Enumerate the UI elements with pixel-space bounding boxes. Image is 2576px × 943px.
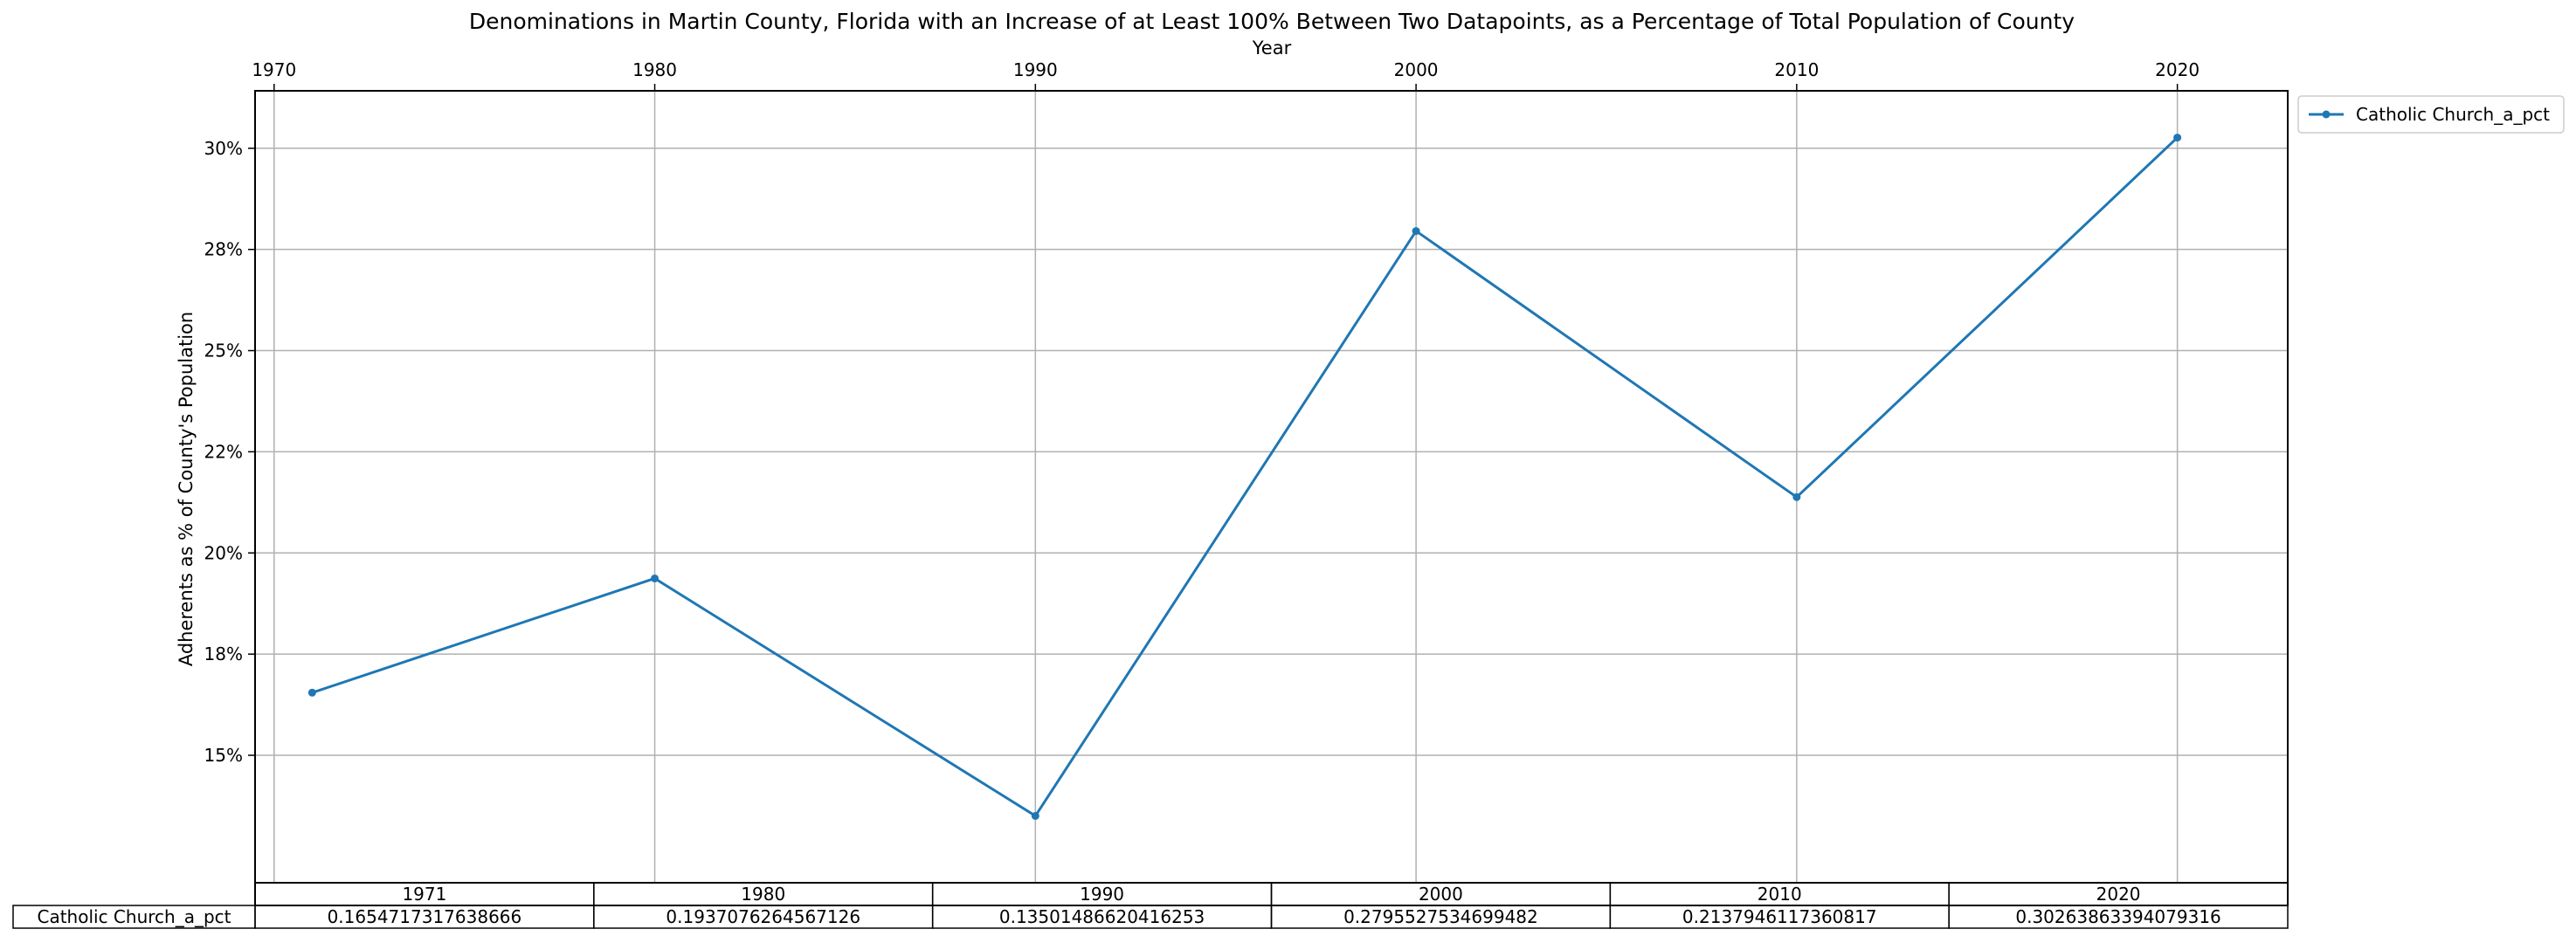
y-tick-label: 15% (204, 745, 243, 766)
y-axis-label: Adherents as % of County's Population (176, 312, 197, 666)
data-table: 1971 1980 1990 2000 2010 2020 Catholic Church_… (12, 882, 2289, 929)
x-tick-label: 2010 (1774, 59, 1819, 80)
table-cell-value: 0.1654717317638666 (328, 906, 522, 927)
x-tick-label: 1980 (632, 59, 677, 80)
y-tick-label: 25% (204, 341, 243, 361)
x-tick-label: 2020 (2155, 59, 2200, 80)
data-point (651, 574, 660, 582)
legend-box (2297, 95, 2565, 134)
ticks-layer: 1970 1980 1990 2000 2010 2020 15% 18% 20% 22% 25% 2… (204, 59, 2200, 766)
y-tick-label: 30% (204, 138, 243, 159)
x-tick-label: 2000 (1394, 59, 1439, 80)
legend-marker (2322, 110, 2331, 119)
table-cell-value: 0.2795527534699482 (1343, 906, 1538, 927)
y-tick-label: 20% (204, 542, 243, 563)
data-point (307, 688, 316, 697)
x-tick-label: 1970 (252, 59, 296, 80)
table-col-label: 1971 (402, 884, 446, 905)
table-cell (1948, 905, 2289, 929)
table-col-label: 2020 (2096, 884, 2141, 905)
y-tick-label: 18% (204, 644, 243, 664)
data-point (2173, 134, 2182, 142)
x-tick-label: 1990 (1013, 59, 1058, 80)
table-col-label: 2000 (1419, 884, 1463, 905)
series-line (311, 136, 2179, 818)
x-axis-label: Year (1252, 38, 1292, 59)
table-col-label: 1980 (741, 884, 785, 905)
table-cell-value: 0.2137946117360817 (1682, 906, 1877, 927)
table-col-label: 1990 (1080, 884, 1124, 905)
table-row-label: Catholic Church_a_pct (37, 906, 231, 927)
legend-label: Catholic Church_a_pct (2356, 104, 2550, 125)
table-cell-value: 0.30263863394079316 (2015, 906, 2220, 927)
y-tick-label: 22% (204, 441, 243, 462)
legend: Catholic Church_a_pct (2297, 95, 2565, 134)
plot-frame (254, 90, 2289, 884)
table-col-label: 2010 (1758, 884, 1802, 905)
data-point (1031, 811, 1039, 820)
grid-layer (255, 91, 2288, 883)
table-cell-value: 0.13501486620416253 (999, 906, 1205, 927)
data-point (1412, 227, 1420, 236)
y-tick-label: 28% (204, 239, 243, 260)
series-layer (307, 134, 2182, 820)
chart-title: Denominations in Martin County, Florida … (469, 9, 2075, 34)
data-point (1792, 492, 1801, 501)
table-cell-value: 0.1937076264567126 (666, 906, 860, 927)
